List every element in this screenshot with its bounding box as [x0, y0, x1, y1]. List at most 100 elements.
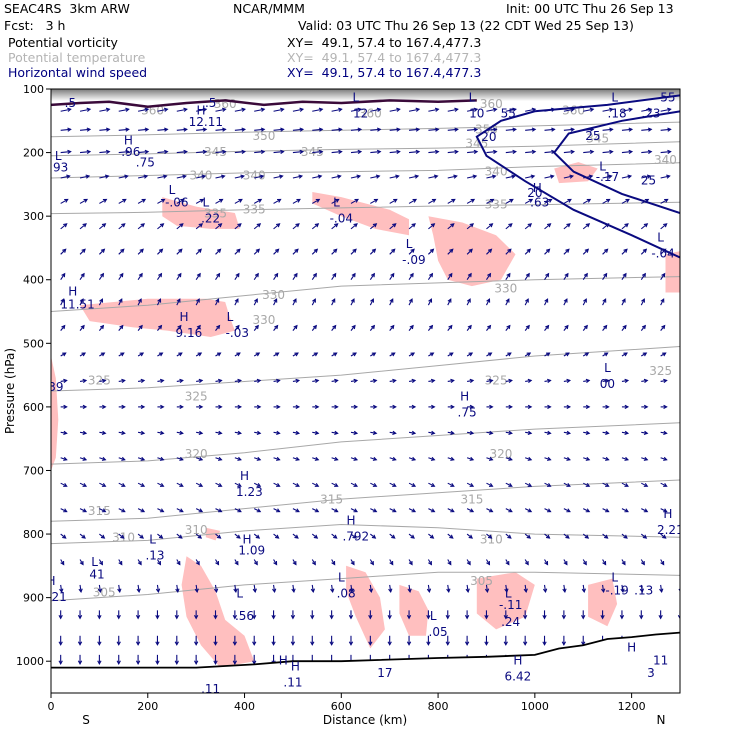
- wind-vector-head: [174, 660, 179, 665]
- wind-vector-head: [368, 615, 373, 620]
- wind-vector-head: [488, 508, 494, 513]
- wind-vector-arrow: [679, 129, 680, 131]
- theta-contour-label: 335: [243, 203, 266, 217]
- wind-vector-head: [683, 483, 686, 486]
- wind-vector-head: [466, 560, 471, 566]
- wind-vector-head: [312, 298, 316, 303]
- wind-vector-arrow: [389, 584, 392, 592]
- pv-shaded-region: [665, 251, 680, 293]
- wind-vector-arrow: [196, 128, 207, 131]
- wind-vector-head: [195, 560, 200, 566]
- theta-contour-label: 345: [301, 145, 324, 159]
- wind-vector-head: [333, 534, 338, 539]
- wind-vector-head: [193, 641, 199, 646]
- wind-vector-arrow: [428, 108, 439, 112]
- wind-vector-arrow: [641, 151, 652, 154]
- wind-vector-arrow: [98, 584, 101, 592]
- theta-contour-label: 340: [243, 168, 266, 182]
- wind-vector-head: [453, 174, 458, 179]
- wind-vector-head: [448, 272, 453, 278]
- wind-vector-arrow: [118, 273, 124, 281]
- wind-vector-head: [430, 430, 436, 435]
- wind-vector-head: [563, 560, 568, 566]
- wind-vector-head: [138, 324, 143, 330]
- wind-vector-arrow: [466, 223, 474, 230]
- wind-vector-arrow: [370, 128, 381, 131]
- wind-vector-head: [158, 534, 164, 539]
- wind-vector-arrow: [273, 108, 284, 112]
- wind-vector-arrow: [621, 223, 629, 230]
- wind-vector-head: [260, 107, 266, 112]
- wind-vector-arrow: [60, 223, 68, 230]
- theta-contour-line: [51, 201, 680, 215]
- wind-vector-arrow: [79, 248, 86, 255]
- wind-vector-head: [213, 641, 218, 646]
- wind-vector-head: [450, 404, 455, 410]
- wind-vector-head: [582, 560, 587, 566]
- wind-vector-head: [81, 352, 87, 357]
- wind-vector-head: [198, 456, 204, 461]
- wind-vector-arrow: [505, 584, 508, 592]
- wind-vector-arrow: [157, 223, 164, 230]
- wind-vector-head: [254, 298, 258, 303]
- wind-vector-arrow: [254, 108, 265, 112]
- wind-vector-head: [159, 223, 165, 228]
- wind-speed-label: 55: [501, 107, 516, 121]
- wind-vector-head: [256, 508, 262, 513]
- wind-vector-head: [643, 378, 649, 384]
- wind-vector-arrow: [234, 175, 244, 179]
- wind-vector-head: [411, 378, 417, 384]
- pv-extremum-label: -.17: [596, 170, 619, 184]
- wind-vector-arrow: [118, 248, 125, 255]
- wind-vector-head: [489, 404, 494, 410]
- wind-vector-head: [174, 615, 179, 620]
- wind-vector-arrow: [350, 198, 359, 204]
- wind-vector-head: [606, 198, 611, 203]
- wind-vector-head: [331, 560, 336, 566]
- wind-vector-head: [370, 560, 374, 566]
- wind-speed-contour: [552, 110, 680, 214]
- pv-extremum-label: -.11: [499, 598, 522, 612]
- wind-vector-head: [565, 352, 570, 357]
- pv-extremum-label: .18: [608, 107, 627, 121]
- wind-vector-head: [625, 198, 630, 203]
- wind-vector-head: [159, 430, 165, 435]
- wind-vector-head: [563, 298, 568, 303]
- wind-vector-head: [527, 223, 533, 228]
- legend-wind-name: Horizontal wind speed: [8, 65, 148, 80]
- wind-vector-arrow: [60, 273, 66, 281]
- wind-vector-arrow: [427, 273, 433, 281]
- wind-vector-head: [487, 324, 492, 330]
- wind-vector-head: [197, 534, 203, 539]
- wind-vector-head: [588, 174, 594, 179]
- wind-vector-head: [467, 272, 472, 278]
- wind-vector-head: [585, 508, 591, 513]
- theta-contour-label: 360: [480, 97, 503, 111]
- wind-vector-arrow: [524, 584, 527, 592]
- wind-vector-head: [222, 127, 227, 132]
- wind-vector-arrow: [428, 198, 436, 204]
- wind-vector-head: [314, 378, 320, 384]
- wind-vector-head: [222, 149, 227, 155]
- wind-vector-head: [447, 560, 452, 566]
- theta-contour-line: [51, 162, 680, 179]
- wind-vector-head: [338, 107, 343, 112]
- wind-vector-head: [350, 560, 355, 566]
- wind-vector-head: [105, 127, 111, 132]
- wind-vector-head: [445, 615, 450, 620]
- wind-vector-head: [79, 298, 84, 303]
- wind-vector-head: [139, 534, 144, 539]
- wind-vector-head: [526, 534, 532, 539]
- wind-vector-head: [545, 324, 550, 330]
- wind-vector-head: [158, 352, 164, 357]
- wind-vector-head: [687, 150, 690, 153]
- wind-vector-head: [624, 456, 630, 461]
- wind-vector-arrow: [99, 108, 110, 112]
- wind-vector-head: [155, 588, 161, 594]
- wind-vector-head: [101, 430, 107, 435]
- wind-vector-head: [410, 352, 416, 357]
- wind-vector-arrow: [79, 198, 88, 204]
- wind-vector-head: [254, 324, 259, 330]
- wind-vector-head: [508, 483, 513, 487]
- wind-vector-head: [241, 127, 247, 132]
